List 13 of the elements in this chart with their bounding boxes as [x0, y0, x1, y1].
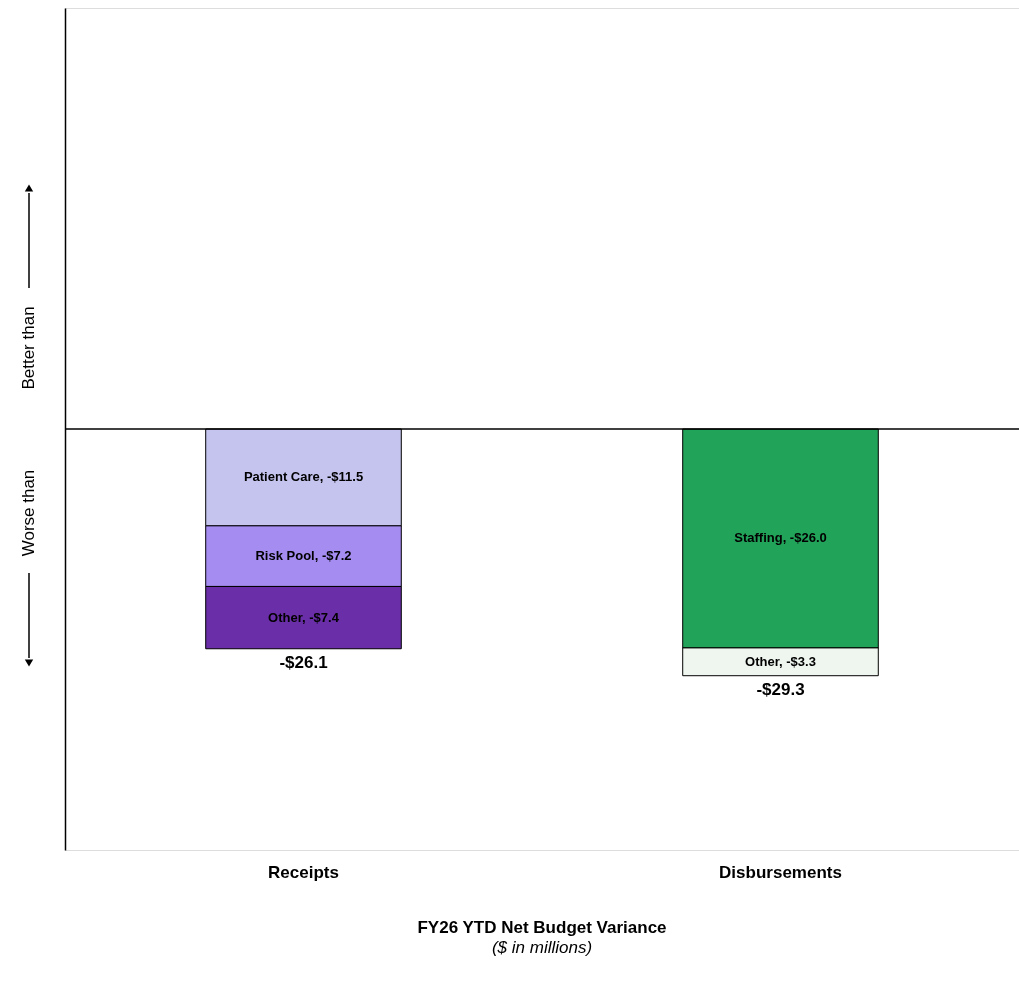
x-tick-label: Receipts: [268, 862, 339, 882]
data-label: Risk Pool, -$7.2: [255, 548, 352, 564]
text: Better than: [19, 306, 38, 390]
total-label: -$26.1: [279, 652, 328, 672]
data-label: Other, -$3.3: [745, 653, 816, 669]
total-label: -$29.3: [756, 679, 805, 699]
data-label: Other, -$7.4: [268, 609, 340, 625]
text: Worse than: [19, 469, 38, 557]
text: ($ in millions): [491, 938, 593, 957]
data-label: Staffing, -$26.0: [734, 530, 827, 546]
text: FY26 YTD Net Budget Variance: [417, 918, 667, 937]
data-label: Patient Care, -$11.5: [243, 469, 364, 485]
x-tick-label: Disbursements: [719, 862, 842, 882]
